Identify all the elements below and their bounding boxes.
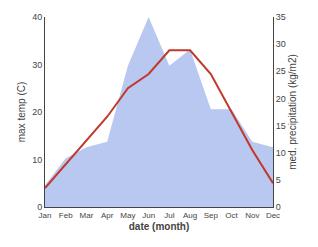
svg-text:40: 40 <box>32 12 42 22</box>
svg-text:15: 15 <box>276 121 286 131</box>
svg-text:Dec: Dec <box>266 211 280 220</box>
svg-text:20: 20 <box>32 107 42 117</box>
svg-text:25: 25 <box>276 66 286 76</box>
svg-text:30: 30 <box>32 60 42 70</box>
svg-text:5: 5 <box>276 175 281 185</box>
svg-text:Feb: Feb <box>59 211 73 220</box>
svg-text:Jun: Jun <box>142 211 155 220</box>
svg-text:Sep: Sep <box>204 211 219 220</box>
svg-text:Mar: Mar <box>80 211 94 220</box>
svg-text:med. precipitation (kg/m2): med. precipitation (kg/m2) <box>287 54 298 170</box>
svg-text:Aug: Aug <box>183 211 197 220</box>
svg-text:Apr: Apr <box>101 211 114 220</box>
svg-text:30: 30 <box>276 39 286 49</box>
svg-text:date (month): date (month) <box>129 221 190 232</box>
svg-text:35: 35 <box>276 12 286 22</box>
svg-text:Nov: Nov <box>245 211 259 220</box>
svg-text:0: 0 <box>37 202 42 212</box>
svg-text:Oct: Oct <box>225 211 238 220</box>
svg-text:10: 10 <box>276 148 286 158</box>
svg-text:0: 0 <box>276 202 281 212</box>
svg-text:20: 20 <box>276 94 286 104</box>
svg-text:Jul: Jul <box>164 211 174 220</box>
svg-text:10: 10 <box>32 155 42 165</box>
svg-text:max temp (C): max temp (C) <box>16 82 27 143</box>
svg-text:May: May <box>120 211 135 220</box>
svg-text:Jan: Jan <box>39 211 52 220</box>
